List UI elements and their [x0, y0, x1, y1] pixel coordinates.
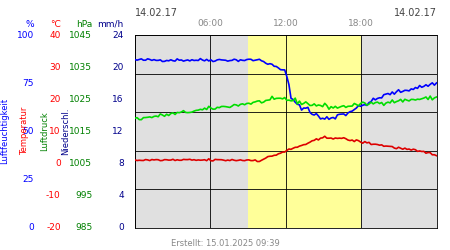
Text: 1015: 1015	[69, 127, 92, 136]
Text: 16: 16	[112, 95, 124, 104]
Text: mm/h: mm/h	[98, 20, 124, 29]
Text: 1025: 1025	[69, 95, 92, 104]
Text: 0: 0	[28, 223, 34, 232]
Text: Niederschl.: Niederschl.	[61, 108, 70, 155]
Text: °C: °C	[50, 20, 61, 29]
Text: 995: 995	[75, 191, 92, 200]
Text: 14.02.17: 14.02.17	[135, 8, 178, 18]
Text: -10: -10	[46, 191, 61, 200]
Text: 30: 30	[49, 62, 61, 72]
Text: %: %	[25, 20, 34, 29]
Text: 18:00: 18:00	[348, 18, 374, 28]
Text: 14.02.17: 14.02.17	[393, 8, 436, 18]
Text: 1035: 1035	[69, 62, 92, 72]
Text: 40: 40	[50, 30, 61, 40]
Text: 20: 20	[112, 62, 124, 72]
Text: 12: 12	[112, 127, 124, 136]
Text: 10: 10	[49, 127, 61, 136]
Text: 100: 100	[17, 30, 34, 40]
Text: 24: 24	[112, 30, 124, 40]
Text: -20: -20	[46, 223, 61, 232]
Text: 8: 8	[118, 159, 124, 168]
Text: 985: 985	[75, 223, 92, 232]
Text: 12:00: 12:00	[273, 18, 299, 28]
Text: 4: 4	[118, 191, 124, 200]
Text: 0: 0	[55, 159, 61, 168]
Text: 25: 25	[22, 175, 34, 184]
Text: 20: 20	[50, 95, 61, 104]
Text: Temperatur: Temperatur	[20, 107, 29, 156]
Text: 50: 50	[22, 127, 34, 136]
Text: Erstellt: 15.01.2025 09:39: Erstellt: 15.01.2025 09:39	[171, 238, 279, 248]
Text: Luftfeuchtigkeit: Luftfeuchtigkeit	[0, 98, 9, 164]
Text: 06:00: 06:00	[198, 18, 223, 28]
Text: hPa: hPa	[76, 20, 92, 29]
Bar	[248, 35, 361, 228]
Text: 75: 75	[22, 78, 34, 88]
Text: Luftdruck: Luftdruck	[40, 112, 50, 151]
Text: 0: 0	[118, 223, 124, 232]
Text: 1005: 1005	[69, 159, 92, 168]
Text: 1045: 1045	[69, 30, 92, 40]
